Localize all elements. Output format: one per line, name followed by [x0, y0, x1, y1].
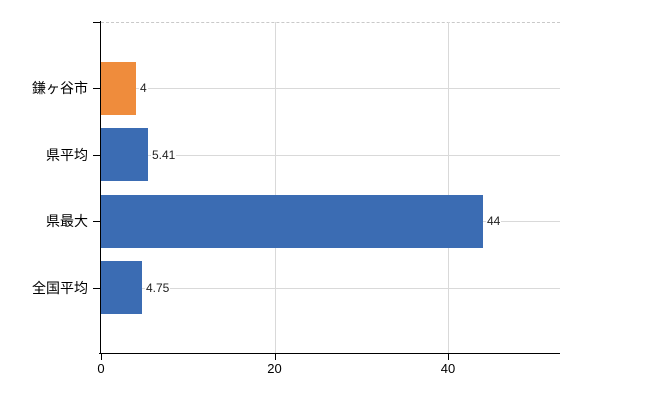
- category-label: 全国平均: [32, 280, 88, 296]
- bar: [101, 261, 142, 314]
- x-axis-tick: [274, 354, 276, 360]
- bar-value-label: 4.75: [145, 281, 171, 295]
- category-label: 鎌ヶ谷市: [32, 80, 88, 96]
- x-tick-label: 20: [267, 361, 282, 376]
- category-label: 県平均: [46, 147, 88, 163]
- grid-line-horizontal: [101, 288, 560, 289]
- plot-area: 0 20 40 鎌ヶ谷市 4 県平均 5.41 県最大 44 全国平均 4.75: [32, 21, 560, 376]
- grid-line-vertical: [274, 22, 276, 353]
- y-axis-line: [100, 21, 101, 354]
- grid-line-vertical: [448, 22, 449, 353]
- y-axis-top-tick: [93, 22, 100, 23]
- x-axis-tick: [101, 354, 102, 360]
- y-axis-tick: [93, 155, 100, 156]
- bar-value-label: 5.41: [151, 148, 177, 162]
- bar: [101, 62, 136, 115]
- grid-line-horizontal: [101, 155, 560, 156]
- plot-top-border: [101, 22, 560, 23]
- grid-line-horizontal: [101, 88, 560, 89]
- bar: [101, 128, 148, 181]
- category-label: 県最大: [46, 213, 88, 229]
- bar: [101, 195, 483, 248]
- x-tick-label: 0: [97, 361, 105, 376]
- x-tick-label: 40: [440, 361, 456, 376]
- x-axis-line: [99, 353, 560, 354]
- bar-value-label: 44: [486, 214, 502, 228]
- y-axis-tick: [93, 221, 100, 222]
- bar-value-label: 4: [139, 81, 148, 95]
- x-axis-tick: [448, 354, 449, 360]
- y-axis-tick: [93, 288, 100, 289]
- y-axis-tick: [93, 88, 100, 89]
